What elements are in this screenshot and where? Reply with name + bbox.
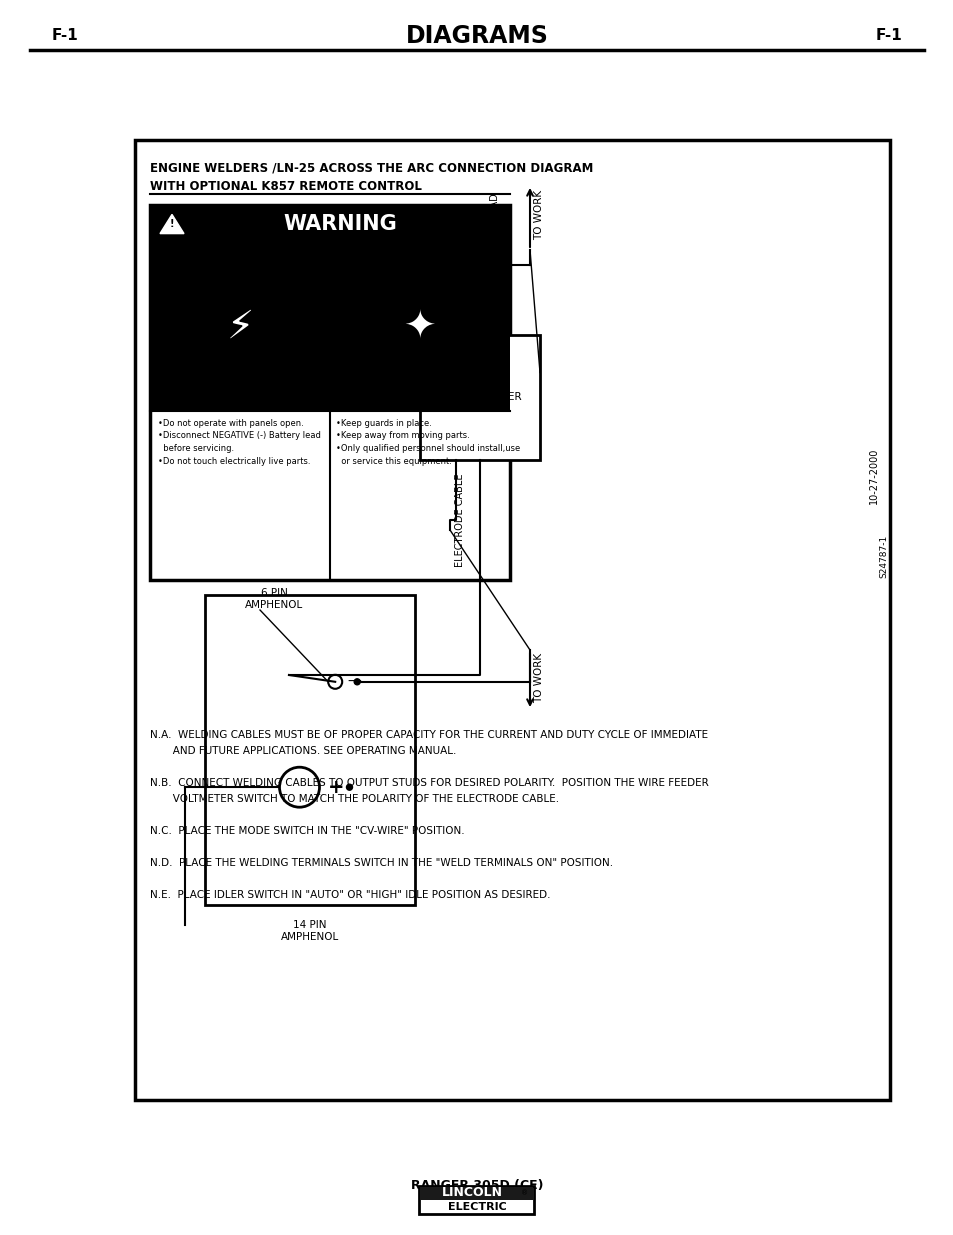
Text: 14 PIN
AMPHENOL: 14 PIN AMPHENOL [280,920,338,941]
Text: RANGER 305D (CE): RANGER 305D (CE) [411,1178,542,1192]
Text: S24787-1: S24787-1 [879,535,887,578]
Text: •Do not operate with panels open.
•Disconnect NEGATIVE (-) Battery lead
  before: •Do not operate with panels open. •Disco… [158,419,320,466]
Bar [420,1187,533,1200]
Text: —: — [347,674,360,689]
Bar [330,243,510,411]
Text: ENGINE WELDERS /LN-25 ACROSS THE ARC CONNECTION DIAGRAM: ENGINE WELDERS /LN-25 ACROSS THE ARC CON… [150,162,593,174]
Text: VOLTMETER SWITCH TO MATCH THE POLARITY OF THE ELECTRODE CABLE.: VOLTMETER SWITCH TO MATCH THE POLARITY O… [150,794,558,804]
Text: ⚡: ⚡ [226,308,253,346]
Text: !: ! [170,219,174,228]
Text: AND FUTURE APPLICATIONS. SEE OPERATING MANUAL.: AND FUTURE APPLICATIONS. SEE OPERATING M… [150,746,456,756]
Text: TO WORK: TO WORK [534,190,543,240]
Bar [150,205,510,580]
Text: ELECTRODE CABLE: ELECTRODE CABLE [455,473,464,567]
Bar [205,595,415,905]
Text: ✦: ✦ [403,308,436,346]
Bar [339,266,484,340]
Text: WORK CLIP LEAD: WORK CLIP LEAD [490,193,499,277]
Text: •Keep guards in place.
•Keep away from moving parts.
•Only qualified personnel s: •Keep guards in place. •Keep away from m… [335,419,519,466]
Bar [419,1186,534,1214]
Text: LINCOLN: LINCOLN [441,1187,502,1199]
Text: 6 PIN
AMPHENOL: 6 PIN AMPHENOL [245,588,303,610]
Text: N.D.  PLACE THE WELDING TERMINALS SWITCH IN THE "WELD TERMINALS ON" POSITION.: N.D. PLACE THE WELDING TERMINALS SWITCH … [150,858,613,868]
Text: +: + [327,778,344,797]
Bar [419,335,539,459]
Bar [135,140,889,1100]
Text: ELECTRIC: ELECTRIC [447,1202,506,1212]
Text: TO WORK: TO WORK [534,653,543,703]
Text: N.C.  PLACE THE MODE SWITCH IN THE "CV-WIRE" POSITION.: N.C. PLACE THE MODE SWITCH IN THE "CV-WI… [150,826,464,836]
Text: WITH OPTIONAL K857 REMOTE CONTROL: WITH OPTIONAL K857 REMOTE CONTROL [150,179,421,193]
Polygon shape [160,215,184,233]
Text: LN-25
WIRE FEEDER: LN-25 WIRE FEEDER [450,380,520,403]
Text: F-1: F-1 [874,28,901,43]
Circle shape [346,784,352,790]
Text: N.E.  PLACE IDLER SWITCH IN "AUTO" OR "HIGH" IDLE POSITION AS DESIRED.: N.E. PLACE IDLER SWITCH IN "AUTO" OR "HI… [150,890,550,900]
Text: WARNING: WARNING [283,214,396,233]
Text: N.B.  CONNECT WELDING CABLES TO OUTPUT STUDS FOR DESIRED POLARITY.  POSITION THE: N.B. CONNECT WELDING CABLES TO OUTPUT ST… [150,778,708,788]
Text: 10-27-2000: 10-27-2000 [868,448,878,504]
Text: F-1: F-1 [52,28,79,43]
Text: N.A.  WELDING CABLES MUST BE OF PROPER CAPACITY FOR THE CURRENT AND DUTY CYCLE O: N.A. WELDING CABLES MUST BE OF PROPER CA… [150,730,707,740]
Text: ®: ® [520,1191,528,1195]
Text: OPTIONAL K857
REMOTE CONTROL: OPTIONAL K857 REMOTE CONTROL [366,291,458,314]
Circle shape [354,679,360,684]
Bar [150,243,330,411]
Bar [150,205,510,243]
Text: DIAGRAMS: DIAGRAMS [405,23,548,48]
